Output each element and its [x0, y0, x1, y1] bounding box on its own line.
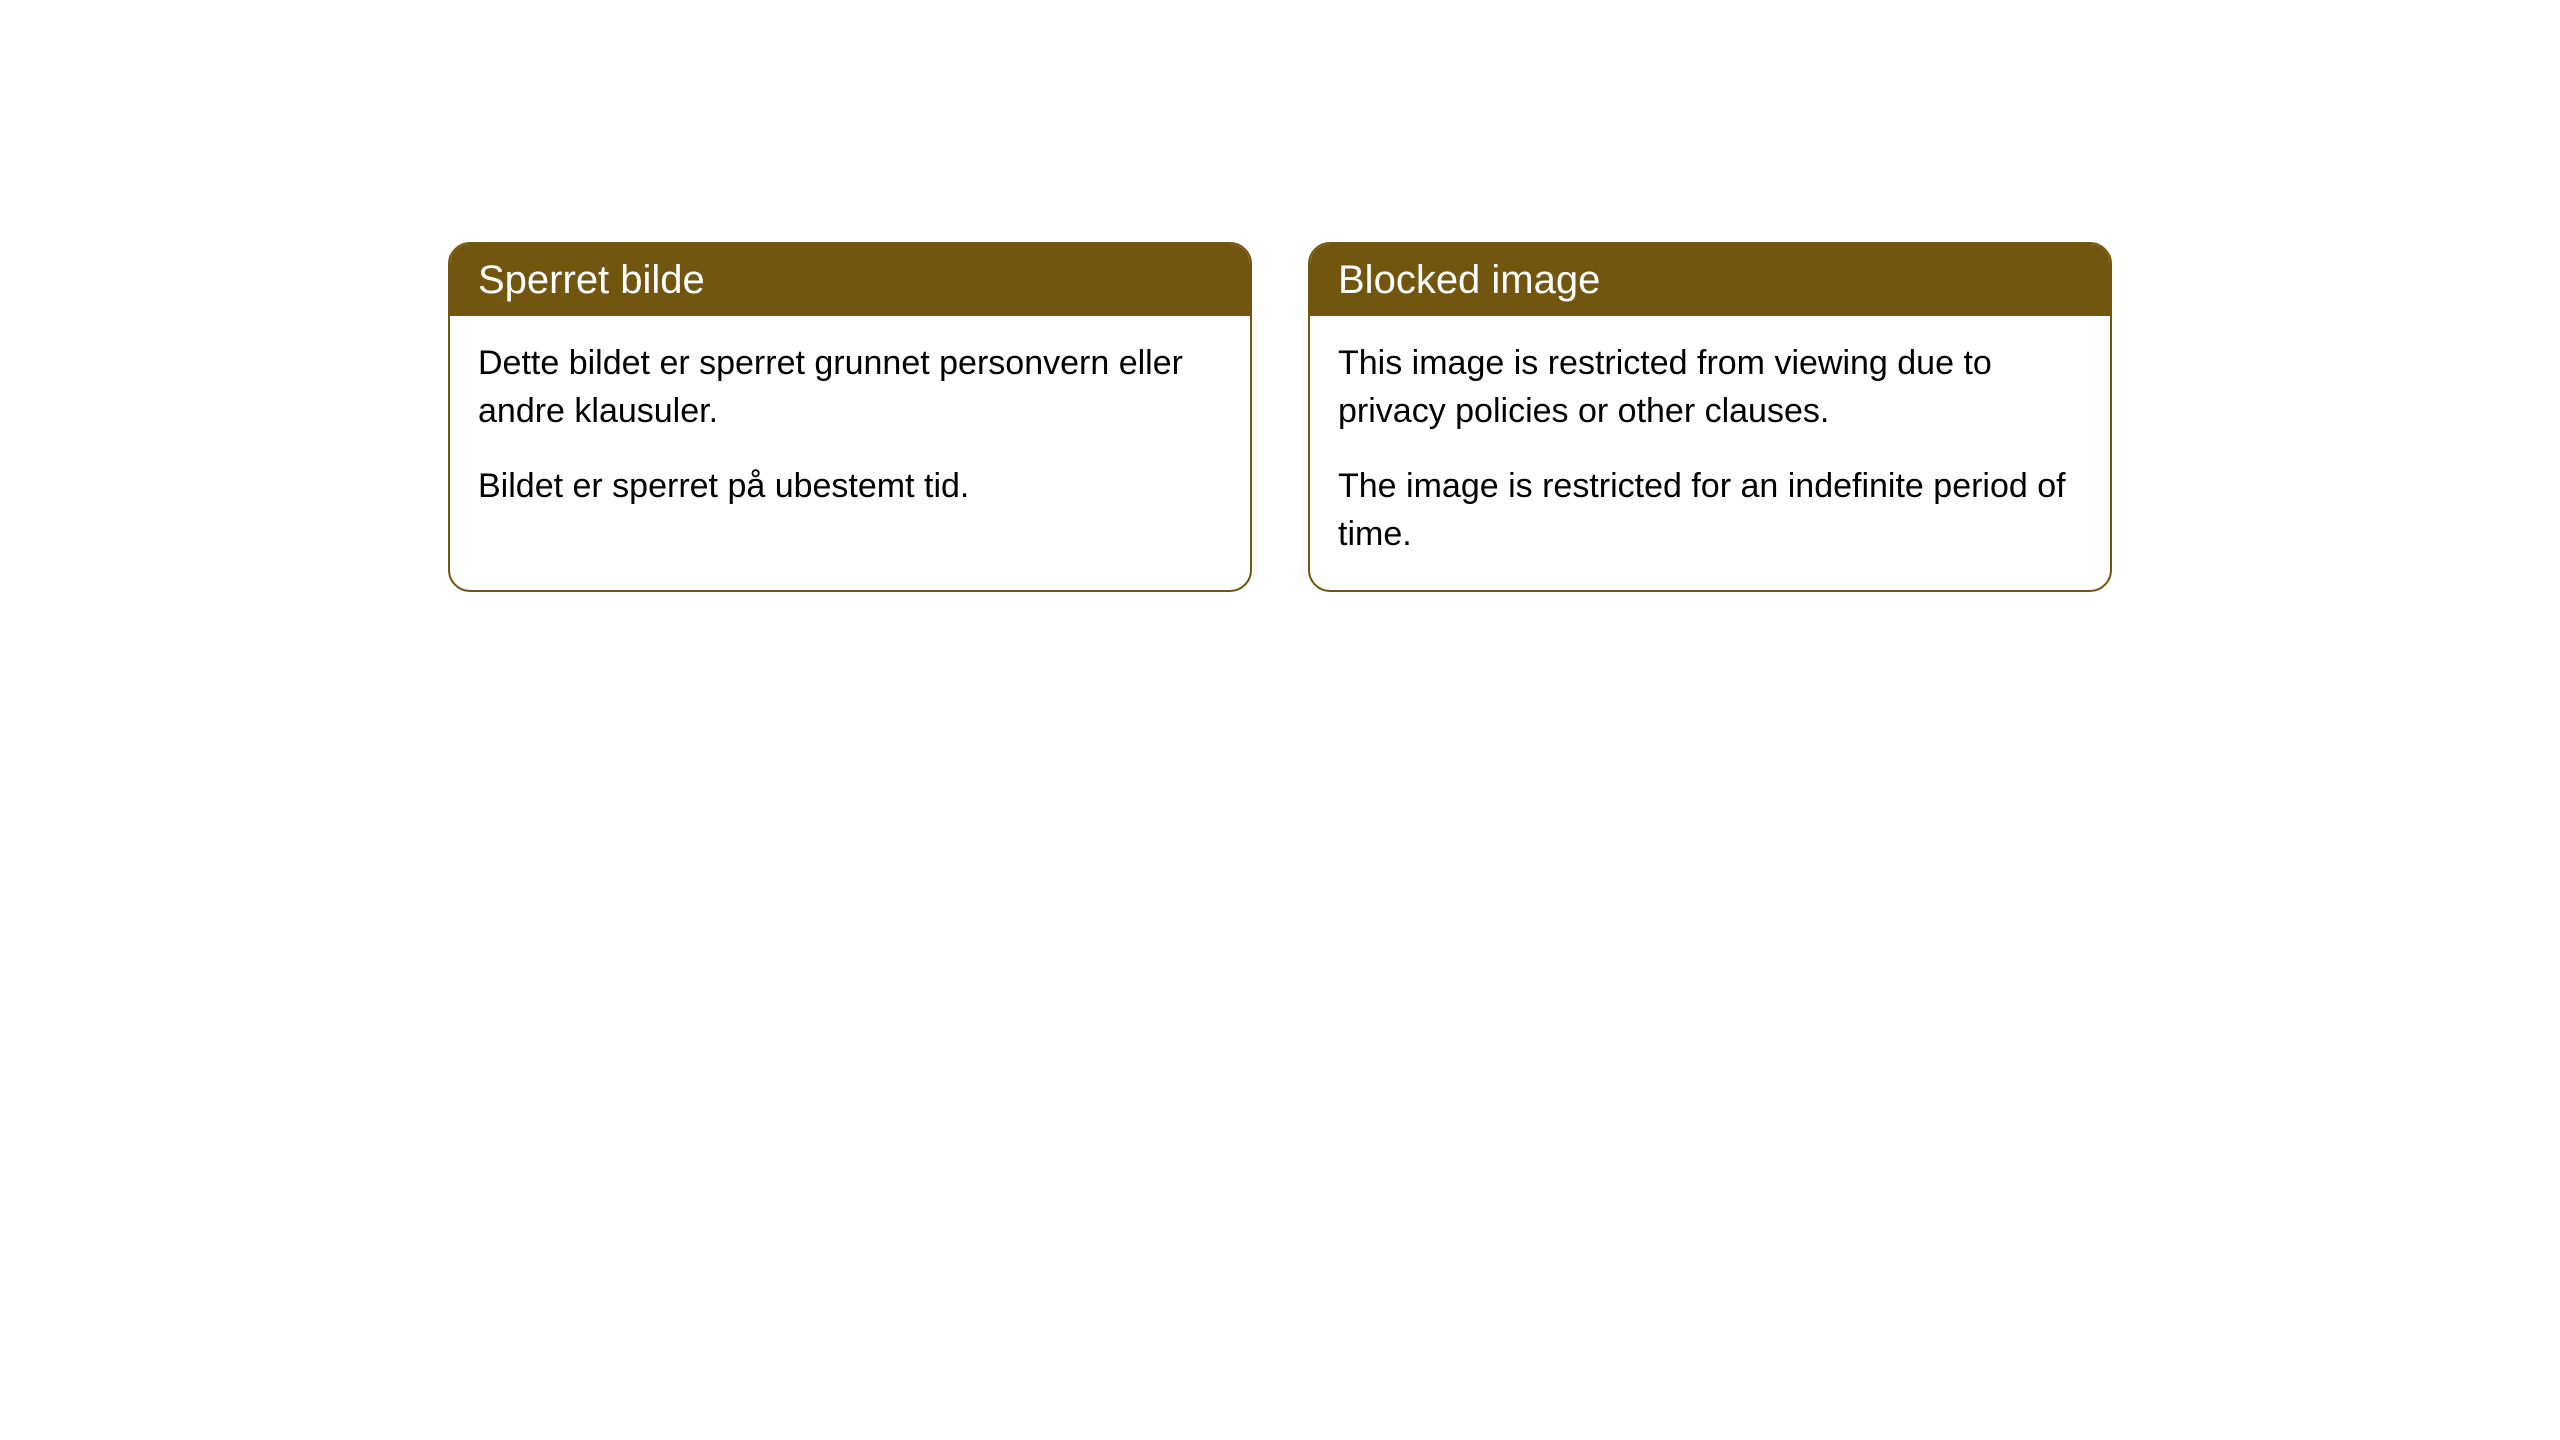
notice-cards-container: Sperret bilde Dette bildet er sperret gr…: [448, 242, 2112, 592]
card-body-no: Dette bildet er sperret grunnet personve…: [450, 316, 1250, 543]
card-body-en: This image is restricted from viewing du…: [1310, 316, 2110, 590]
card-header-no: Sperret bilde: [450, 244, 1250, 316]
card-text-no-1: Dette bildet er sperret grunnet personve…: [478, 340, 1222, 435]
blocked-image-card-no: Sperret bilde Dette bildet er sperret gr…: [448, 242, 1252, 592]
card-text-no-2: Bildet er sperret på ubestemt tid.: [478, 463, 1222, 511]
card-text-en-2: The image is restricted for an indefinit…: [1338, 463, 2082, 558]
blocked-image-card-en: Blocked image This image is restricted f…: [1308, 242, 2112, 592]
card-text-en-1: This image is restricted from viewing du…: [1338, 340, 2082, 435]
card-header-en: Blocked image: [1310, 244, 2110, 316]
